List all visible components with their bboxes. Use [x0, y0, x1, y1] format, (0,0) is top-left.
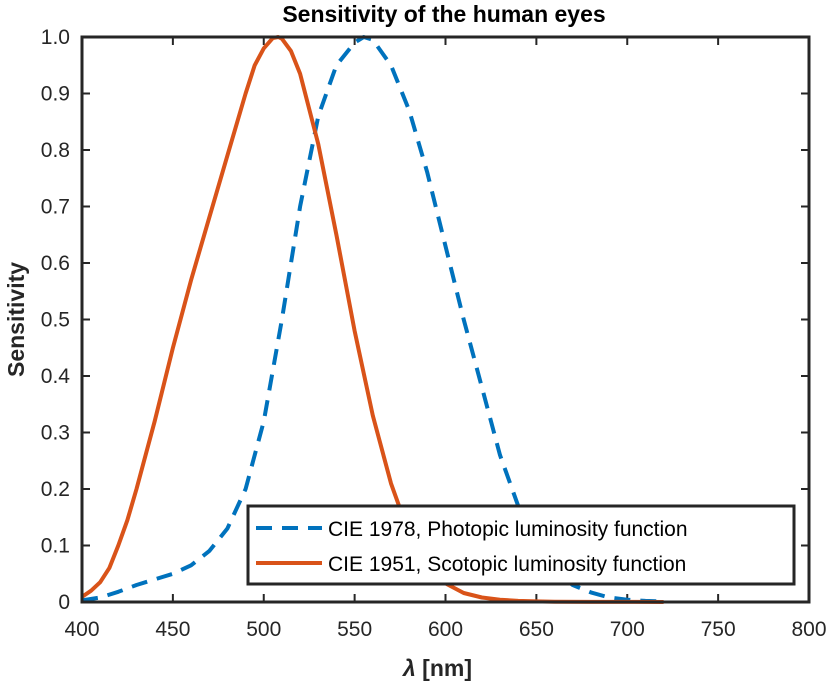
y-tick-label-1: 0.1	[41, 535, 70, 558]
x-tick-label-650: 650	[519, 618, 554, 641]
y-tick-label-6: 0.6	[41, 252, 70, 275]
y-tick-label-8: 0.8	[41, 139, 70, 162]
x-axis-label: λ [nm]	[401, 655, 472, 681]
legend-box	[246, 504, 796, 586]
y-tick-label-9: 0.9	[41, 83, 70, 106]
y-tick-label-3: 0.3	[41, 422, 70, 445]
y-tick-label-2: 0.2	[41, 478, 70, 501]
y-tick-label-7: 0.7	[41, 196, 70, 219]
legend: CIE 1978, Photopic luminosity function C…	[246, 504, 796, 586]
plot-frame	[80, 35, 811, 604]
y-tick-label-4: 0.4	[41, 365, 71, 388]
x-tick-label-450: 450	[155, 618, 190, 641]
scotopic-curve	[80, 35, 664, 604]
y-tick-label-10: 1.0	[41, 26, 70, 49]
x-tick-label-500: 500	[246, 618, 281, 641]
legend-label-scotopic: CIE 1951, Scotopic luminosity function	[328, 553, 686, 576]
x-tick-label-400: 400	[64, 618, 99, 641]
y-tick-label-0: 0	[58, 591, 70, 614]
x-axis-unit: [nm]	[422, 655, 472, 681]
chart-title: Sensitivity of the human eyes	[282, 1, 605, 27]
x-tick-label-600: 600	[428, 618, 463, 641]
legend-label-photopic: CIE 1978, Photopic luminosity function	[328, 518, 688, 541]
x-tick-label-800: 800	[791, 618, 826, 641]
y-axis-label: Sensitivity	[3, 262, 29, 377]
x-axis-symbol: λ	[401, 655, 416, 681]
axis-ticks: 400 450 500 550 600 650 700 750 800 0 0.1 0.2 0.3 0.4…	[41, 26, 827, 641]
x-tick-label-550: 550	[337, 618, 372, 641]
y-tick-label-5: 0.5	[41, 309, 70, 332]
x-tick-label-750: 750	[701, 618, 736, 641]
x-tick-label-700: 700	[610, 618, 645, 641]
